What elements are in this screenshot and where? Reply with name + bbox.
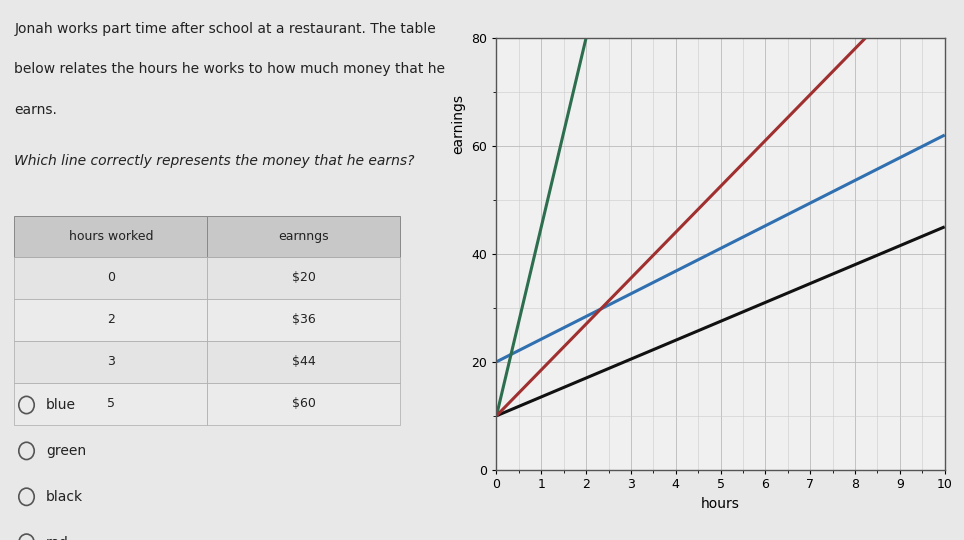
Text: 2: 2 [107,313,115,326]
Y-axis label: earnings: earnings [451,94,465,154]
Bar [14,216,207,256]
Text: hours worked: hours worked [68,230,153,243]
Bar [14,341,207,383]
Text: 0: 0 [107,271,115,284]
Text: $36: $36 [292,313,315,326]
Text: green: green [46,444,86,458]
Text: $20: $20 [292,271,315,284]
Text: $60: $60 [292,397,315,410]
Text: Which line correctly represents the money that he earns?: Which line correctly represents the mone… [14,154,415,168]
Text: black: black [46,490,83,504]
Bar [207,341,400,383]
Text: 3: 3 [107,355,115,368]
Text: below relates the hours he works to how much money that he: below relates the hours he works to how … [14,62,445,76]
Text: red: red [46,536,68,540]
Bar [14,299,207,341]
X-axis label: hours: hours [701,497,740,511]
Text: 5: 5 [107,397,115,410]
Bar [14,256,207,299]
Text: $44: $44 [292,355,315,368]
Bar [14,383,207,425]
Text: blue: blue [46,398,76,412]
Text: earnngs: earnngs [279,230,329,243]
Text: Jonah works part time after school at a restaurant. The table: Jonah works part time after school at a … [14,22,436,36]
Text: earns.: earns. [14,103,57,117]
Bar [207,383,400,425]
Bar [207,299,400,341]
Bar [207,256,400,299]
Bar [207,216,400,256]
